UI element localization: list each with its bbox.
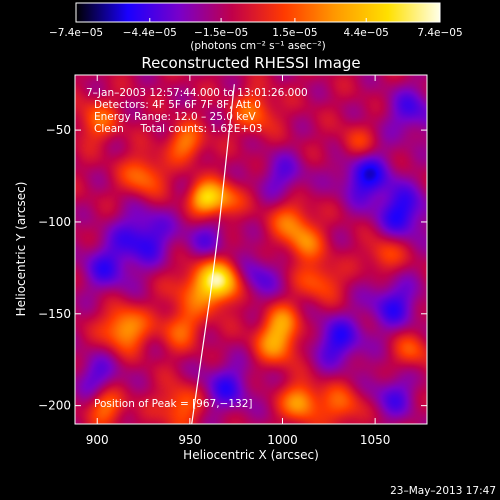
colorbar-tick-label: −1.5e−05 — [194, 27, 248, 39]
y-tick-label: −50 — [46, 123, 71, 137]
colorbar-tick-label: 4.4e−05 — [344, 27, 389, 39]
colorbar-tick-label: −4.4e−05 — [123, 27, 177, 39]
plot-frame — [74, 74, 428, 425]
colorbar-tick-label: 7.4e−05 — [417, 27, 462, 39]
footer-timestamp: 23–May–2013 17:47 — [390, 485, 496, 497]
chart-title: Reconstructed RHESSI Image — [141, 54, 360, 72]
info-annotations: 7–Jan–2003 12:57:44.000 to 13:01:26.000 … — [86, 87, 308, 410]
x-axis-label: Heliocentric X (arcsec) — [183, 448, 319, 462]
x-tick-label: 1000 — [267, 433, 298, 447]
x-tick-label: 900 — [86, 433, 109, 447]
energy-range-text: Energy Range: 12.0 – 25.0 keV — [94, 111, 256, 123]
x-tick-label: 1050 — [360, 433, 391, 447]
x-tick-label: 950 — [178, 433, 201, 447]
solar-limb-line — [191, 84, 235, 424]
heatmap-image — [75, 75, 427, 424]
colorbar-tick-label: 1.5e−05 — [272, 27, 317, 39]
colorbar-unit-label: (photons cm⁻² s⁻¹ asec⁻²) — [190, 40, 325, 52]
clean-counts-text: Clean Total counts: 1.62E+03 — [94, 123, 263, 135]
y-tick-label: −150 — [38, 307, 71, 321]
colorbar: −7.4e−05 −4.4e−05 −1.5e−05 1.5e−05 4.4e−05 7.… — [49, 2, 463, 52]
y-axis-label: Heliocentric Y (arcsec) — [14, 182, 28, 317]
colorbar-ticks: −7.4e−05 −4.4e−05 −1.5e−05 1.5e−05 4.4e−05 7.… — [49, 18, 463, 39]
y-axis-ticks: −200 −150 −100 −50 — [38, 123, 427, 413]
y-tick-label: −200 — [38, 399, 71, 413]
y-tick-label: −100 — [38, 215, 71, 229]
colorbar-gradient — [75, 2, 441, 23]
x-axis-ticks: 900 950 1000 1050 — [86, 75, 391, 447]
peak-position-text: Position of Peak = [967,−132] — [94, 398, 253, 410]
detectors-text: Detectors: 4F 5F 6F 7F 8F, Att 0 — [94, 99, 261, 111]
colorbar-tick-label: −7.4e−05 — [49, 27, 103, 39]
time-range-text: 7–Jan–2003 12:57:44.000 to 13:01:26.000 — [86, 87, 308, 99]
